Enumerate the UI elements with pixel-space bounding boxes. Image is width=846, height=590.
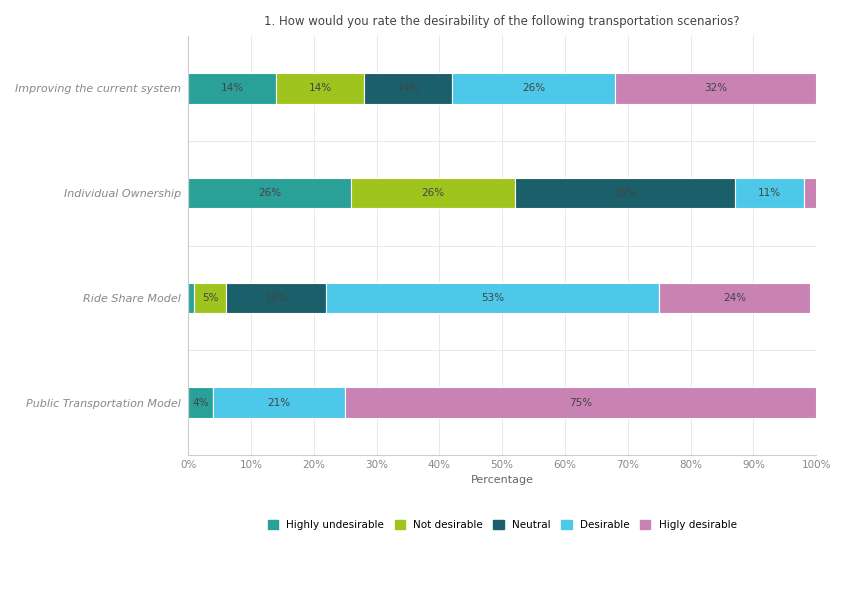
Text: 5%: 5% (202, 293, 218, 303)
Bar (188, 388, 213, 418)
Text: 14%: 14% (221, 83, 244, 93)
Bar (345, 388, 816, 418)
Bar (452, 73, 615, 104)
Legend: Highly undesirable, Not desirable, Neutral, Desirable, Higly desirable: Highly undesirable, Not desirable, Neutr… (262, 514, 742, 535)
Text: 16%: 16% (265, 293, 288, 303)
Text: 26%: 26% (522, 83, 545, 93)
Text: 53%: 53% (481, 293, 504, 303)
Text: 24%: 24% (723, 293, 746, 303)
Text: 21%: 21% (267, 398, 291, 408)
Bar (615, 73, 816, 104)
Text: 26%: 26% (258, 188, 282, 198)
Bar (195, 283, 226, 313)
Title: 1. How would you rate the desirability of the following transportation scenarios: 1. How would you rate the desirability o… (264, 15, 740, 28)
Bar (188, 73, 276, 104)
Bar (276, 73, 364, 104)
Text: 26%: 26% (421, 188, 445, 198)
Bar (213, 388, 345, 418)
Bar (734, 178, 804, 208)
Text: 14%: 14% (309, 83, 332, 93)
X-axis label: Percentage: Percentage (470, 476, 534, 486)
Bar (226, 283, 327, 313)
Text: 4%: 4% (192, 398, 209, 408)
Bar (514, 178, 734, 208)
Text: 75%: 75% (569, 398, 592, 408)
Bar (364, 73, 452, 104)
Bar (327, 283, 659, 313)
Bar (351, 178, 514, 208)
Bar (804, 178, 822, 208)
Bar (188, 178, 351, 208)
Bar (659, 283, 810, 313)
Text: 14%: 14% (397, 83, 420, 93)
Text: 35%: 35% (613, 188, 636, 198)
Bar (188, 283, 195, 313)
Text: 11%: 11% (757, 188, 781, 198)
Text: 32%: 32% (704, 83, 728, 93)
